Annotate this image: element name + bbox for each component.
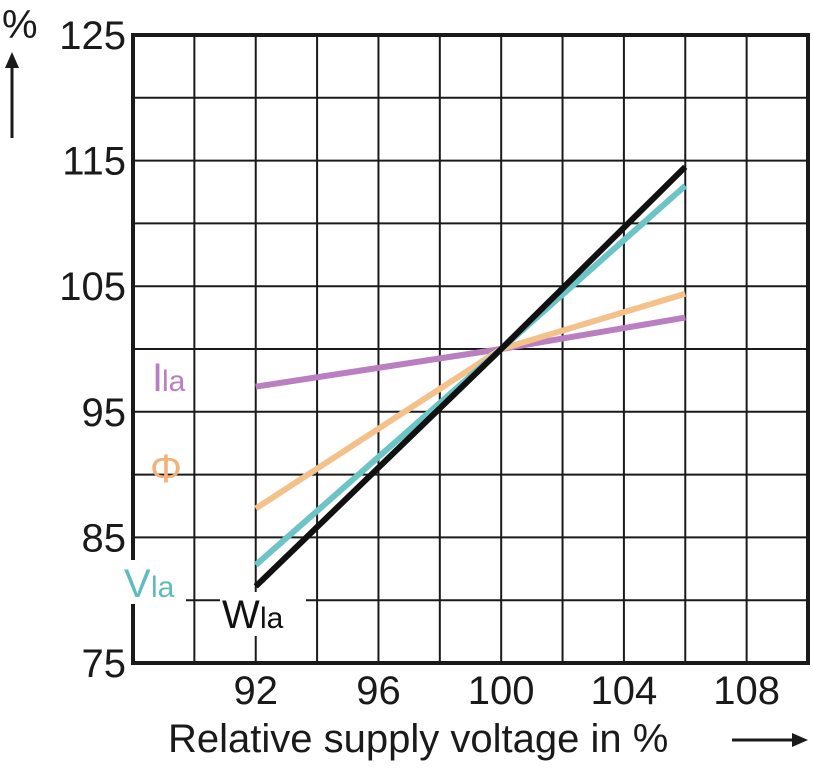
x-axis-arrow (732, 733, 808, 747)
y-tick-label: 75 (82, 642, 127, 686)
series-label-ila: I la (152, 356, 186, 400)
y-tick-label: 125 (59, 14, 126, 58)
plot-frame (131, 33, 810, 665)
y-axis-label: % (2, 3, 38, 47)
series-line-wla (253, 164, 688, 589)
svg-text:la: la (260, 602, 284, 635)
series-lines (253, 164, 688, 589)
svg-text:la: la (162, 365, 186, 398)
grid (133, 35, 808, 663)
y-axis-arrow (5, 52, 19, 138)
y-tick-label: 115 (62, 140, 126, 184)
svg-text:la: la (151, 571, 175, 604)
y-tick-label: 105 (59, 265, 126, 309)
x-tick-label: 96 (356, 669, 401, 713)
series-label-phi: Φ (150, 447, 182, 491)
series-label-vla: V la (122, 560, 186, 606)
x-tick-labels: 92 96 100 104 108 (233, 669, 780, 713)
y-tick-label: 95 (82, 391, 127, 435)
svg-text:W: W (222, 593, 260, 637)
svg-text:Φ: Φ (150, 447, 182, 491)
y-tick-label: 85 (82, 516, 127, 560)
svg-text:V: V (124, 562, 151, 606)
x-axis-label: Relative supply voltage in % (168, 717, 668, 761)
series-label-wla: W la (220, 592, 306, 637)
x-tick-label: 104 (591, 669, 658, 713)
x-tick-label: 100 (468, 669, 535, 713)
x-tick-label: 108 (713, 669, 780, 713)
y-tick-labels: 75 85 95 105 115 125 (59, 14, 126, 686)
x-tick-label: 92 (233, 669, 278, 713)
svg-text:I: I (152, 356, 163, 400)
